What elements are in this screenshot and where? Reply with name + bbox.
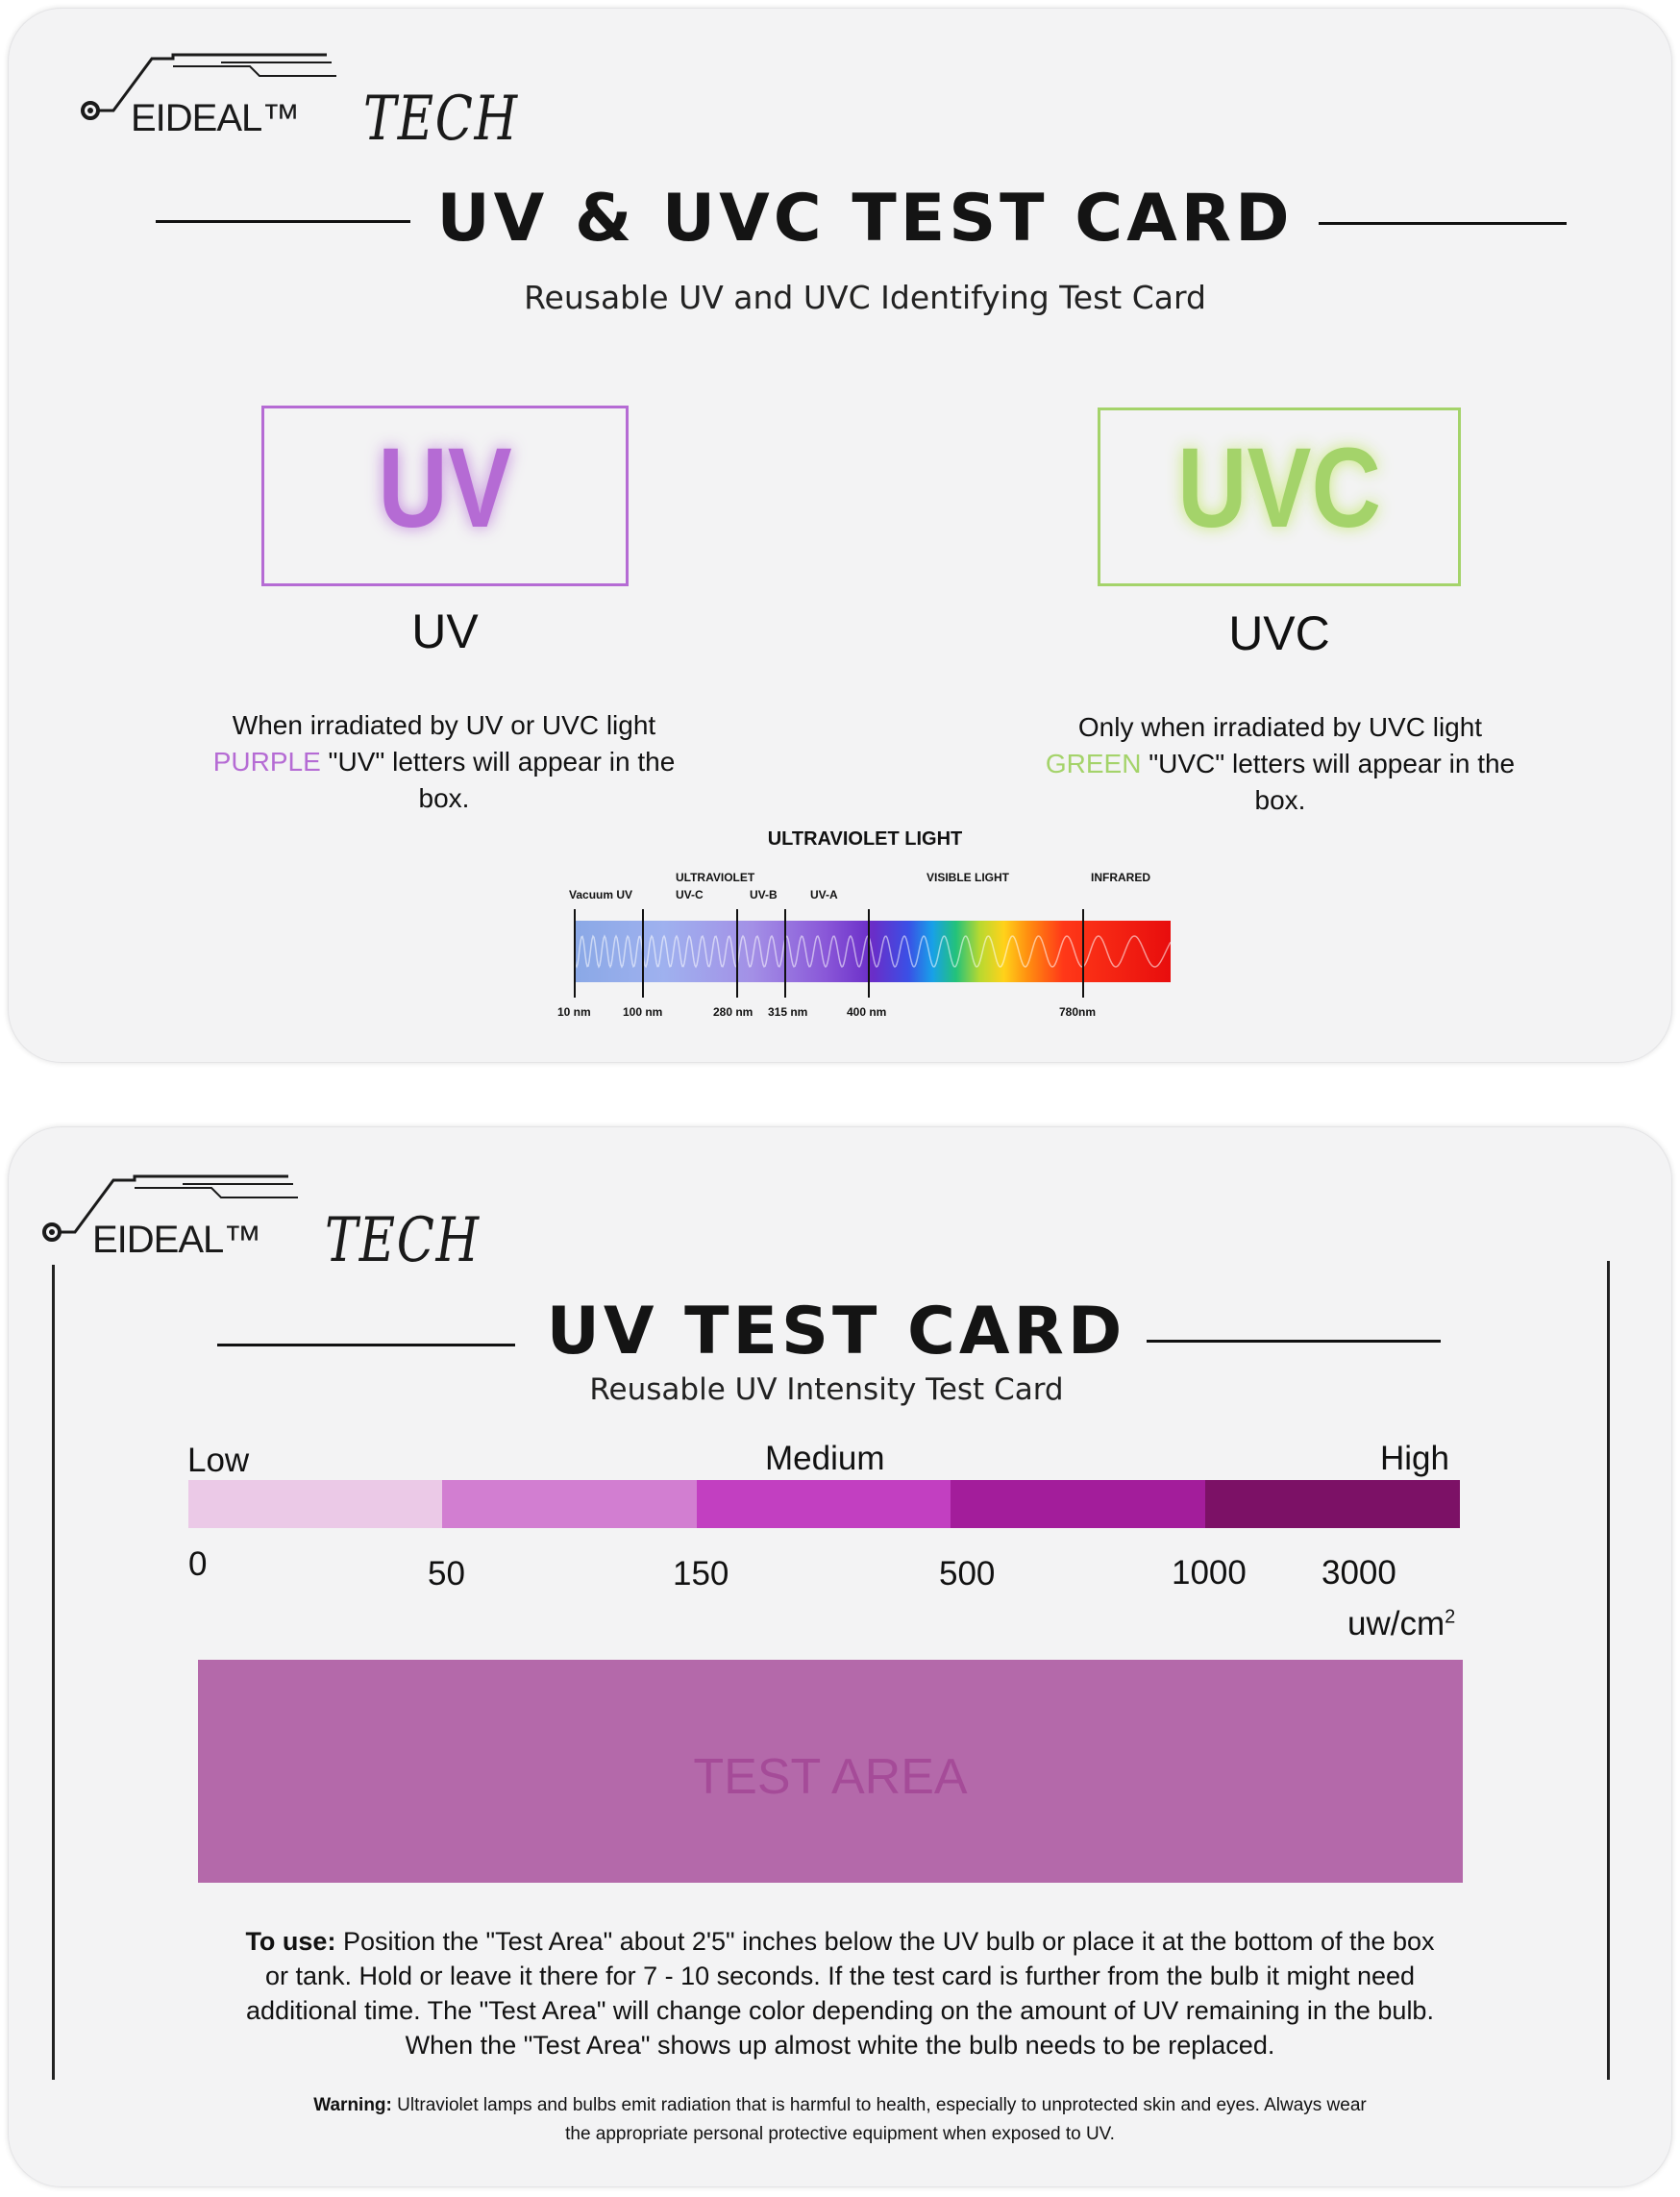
spectrum-bar bbox=[574, 921, 1172, 982]
uvc-label: UVC bbox=[1228, 606, 1330, 660]
scale-segment bbox=[1204, 1480, 1460, 1528]
nm-400: 400 nm bbox=[847, 1005, 887, 1019]
instructions-line1: To use: Position the "Test Area" about 2… bbox=[144, 1924, 1536, 1959]
card-title: UV & UVC TEST CARD bbox=[436, 181, 1294, 257]
uv-desc-line2-rest: "UV" letters will appear in the bbox=[320, 747, 676, 777]
card-subtitle-2: Reusable UV Intensity Test Card bbox=[589, 1372, 1064, 1407]
scale-value-150: 150 bbox=[673, 1555, 729, 1592]
spectrum-infrared: INFRARED bbox=[1091, 871, 1150, 884]
title-rule-left bbox=[156, 220, 410, 223]
tick-400nm bbox=[868, 909, 870, 998]
instructions: To use: Position the "Test Area" about 2… bbox=[144, 1924, 1536, 2062]
band-uv-c: UV-C bbox=[676, 888, 704, 901]
nm-10: 10 nm bbox=[557, 1005, 591, 1019]
tick-315nm bbox=[784, 909, 786, 998]
tick-780nm bbox=[1082, 909, 1084, 998]
title-rule-right bbox=[1319, 222, 1567, 225]
title-rule-left-2 bbox=[217, 1344, 515, 1346]
nm-780: 780nm bbox=[1059, 1005, 1097, 1019]
brand-name-2: EIDEAL™ bbox=[92, 1219, 261, 1261]
test-area: TEST AREA bbox=[198, 1660, 1463, 1883]
instructions-line2: or tank. Hold or leave it there for 7 - … bbox=[264, 1962, 1416, 1990]
scale-low: Low bbox=[187, 1442, 250, 1479]
instructions-bold: To use: bbox=[245, 1927, 336, 1956]
scale-high: High bbox=[1380, 1440, 1449, 1477]
tick-10nm bbox=[574, 909, 576, 998]
brand-name: EIDEAL™ bbox=[131, 97, 300, 139]
nm-315: 315 nm bbox=[768, 1005, 808, 1019]
scale-segment bbox=[951, 1480, 1206, 1528]
band-vacuum-uv: Vacuum UV bbox=[569, 888, 633, 901]
scale-value-500: 500 bbox=[939, 1555, 996, 1592]
uv-glow-text: UV bbox=[378, 425, 512, 552]
scale-segment bbox=[442, 1480, 698, 1528]
uv-desc-line2: PURPLE "UV" letters will appear in the bbox=[156, 744, 732, 780]
instructions-line3: additional time. The "Test Area" will ch… bbox=[246, 1996, 1434, 2025]
scale-medium: Medium bbox=[765, 1440, 885, 1477]
unit-exponent: 2 bbox=[1445, 1606, 1456, 1628]
uvc-desc-line2: GREEN "UVC" letters will appear in the bbox=[992, 746, 1569, 782]
instructions-line4: When the "Test Area" shows up almost whi… bbox=[405, 2031, 1275, 2060]
uv-indicator-box bbox=[261, 406, 629, 586]
uv-desc-line3: box. bbox=[418, 783, 470, 813]
unit-text: uw/cm bbox=[1347, 1605, 1445, 1642]
scale-value-3000: 3000 bbox=[1322, 1554, 1396, 1592]
uvc-glow-text: UVC bbox=[1177, 425, 1381, 552]
brand-logo: EIDEAL™ TECH bbox=[77, 53, 517, 159]
band-uv-a: UV-A bbox=[810, 888, 838, 901]
warning-bold: Warning: bbox=[313, 2095, 392, 2115]
uv-intensity-test-card bbox=[8, 1126, 1672, 2187]
brand-logo-2: EIDEAL™ TECH bbox=[38, 1174, 479, 1280]
tick-100nm bbox=[642, 909, 644, 998]
wave-icon bbox=[574, 934, 1172, 969]
warning-line1-text: Ultraviolet lamps and bulbs emit radiati… bbox=[391, 2095, 1367, 2115]
brand-script: TECH bbox=[363, 84, 519, 155]
spectrum-title: ULTRAVIOLET LIGHT bbox=[767, 828, 963, 850]
nm-100: 100 nm bbox=[623, 1005, 663, 1019]
nm-280: 280 nm bbox=[713, 1005, 754, 1019]
uv-color-word: PURPLE bbox=[212, 747, 321, 777]
uv-uvc-test-card bbox=[8, 8, 1672, 1063]
uv-desc-line1: When irradiated by UV or UVC light bbox=[232, 710, 656, 740]
circuit-logo-icon bbox=[81, 53, 336, 120]
scale-value-1000: 1000 bbox=[1172, 1554, 1247, 1592]
spectrum-group-ultraviolet: ULTRAVIOLET bbox=[676, 871, 755, 884]
scale-segment bbox=[696, 1480, 952, 1528]
brand-script-2: TECH bbox=[325, 1205, 481, 1276]
uvc-desc-line1: Only when irradiated by UVC light bbox=[1077, 712, 1483, 742]
scale-value-0: 0 bbox=[188, 1545, 208, 1583]
uvc-color-word: GREEN bbox=[1045, 749, 1142, 778]
scale-segment bbox=[188, 1480, 444, 1528]
uvc-desc-line3: box. bbox=[1254, 785, 1306, 815]
card-subtitle: Reusable UV and UVC Identifying Test Car… bbox=[524, 279, 1206, 316]
instructions-line1-text: Position the "Test Area" about 2'5" inch… bbox=[335, 1927, 1435, 1956]
uvc-indicator-box bbox=[1098, 407, 1461, 586]
uv-label: UV bbox=[411, 605, 479, 658]
warning: Warning: Ultraviolet lamps and bulbs emi… bbox=[144, 2091, 1536, 2149]
uvc-description: Only when irradiated by UVC light GREEN … bbox=[992, 709, 1569, 819]
circuit-logo-icon bbox=[42, 1174, 298, 1242]
warning-line1: Warning: Ultraviolet lamps and bulbs emi… bbox=[144, 2091, 1536, 2120]
side-rule-left bbox=[52, 1265, 55, 2080]
band-uv-b: UV-B bbox=[750, 888, 778, 901]
spectrum-visible-light: VISIBLE LIGHT bbox=[926, 871, 1010, 884]
uvc-desc-line2-rest: "UVC" letters will appear in the bbox=[1141, 749, 1516, 778]
test-area-label: TEST AREA bbox=[693, 1749, 968, 1805]
scale-unit: uw/cm2 bbox=[1347, 1605, 1455, 1643]
warning-line2: the appropriate personal protective equi… bbox=[565, 2124, 1115, 2144]
uv-description: When irradiated by UV or UVC light PURPL… bbox=[156, 707, 732, 817]
side-rule-right bbox=[1607, 1261, 1610, 2080]
scale-value-50: 50 bbox=[428, 1555, 465, 1592]
tick-280nm bbox=[736, 909, 738, 998]
card-title-2: UV TEST CARD bbox=[546, 1294, 1126, 1370]
title-rule-right-2 bbox=[1147, 1340, 1441, 1343]
